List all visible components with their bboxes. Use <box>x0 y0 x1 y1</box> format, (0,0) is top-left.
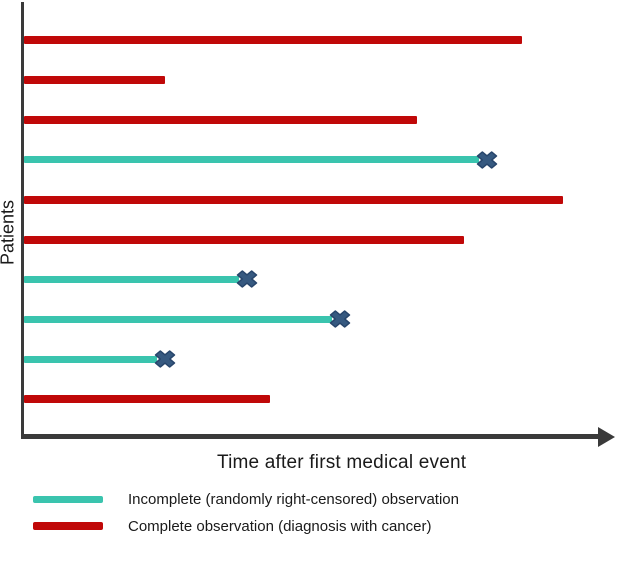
x-axis-arrowhead-icon <box>598 427 615 447</box>
observation-bar-complete <box>24 75 165 84</box>
observation-bar-censored <box>24 275 239 283</box>
observation-bar-complete <box>24 115 417 124</box>
observation-bar-complete <box>24 235 464 244</box>
censor-x-marker-icon <box>236 270 257 289</box>
legend-label-complete: Complete observation (diagnosis with can… <box>128 517 432 535</box>
legend: Incomplete (randomly right-censored) obs… <box>33 490 459 544</box>
plot-area <box>24 36 564 404</box>
censor-x-marker-icon <box>476 150 498 169</box>
y-axis-label: Patients <box>0 199 18 266</box>
observation-bar-censored <box>24 355 157 363</box>
censor-x-marker-icon <box>154 350 175 368</box>
observation-bar-censored <box>24 156 479 164</box>
legend-item-complete: Complete observation (diagnosis with can… <box>33 517 459 535</box>
observation-bar-complete <box>24 195 564 204</box>
legend-swatch-complete-line <box>33 522 103 530</box>
observation-bar-complete <box>24 395 271 404</box>
legend-label-censored: Incomplete (randomly right-censored) obs… <box>128 490 459 508</box>
observation-bar-censored <box>24 315 333 323</box>
y-axis-line <box>21 2 24 439</box>
legend-swatch-censored-line <box>33 495 103 503</box>
legend-item-censored: Incomplete (randomly right-censored) obs… <box>33 490 459 508</box>
censor-x-marker-icon <box>330 310 351 329</box>
x-axis-line <box>21 434 602 439</box>
x-axis-label: Time after first medical event <box>217 452 467 473</box>
observation-bar-complete <box>24 36 523 44</box>
